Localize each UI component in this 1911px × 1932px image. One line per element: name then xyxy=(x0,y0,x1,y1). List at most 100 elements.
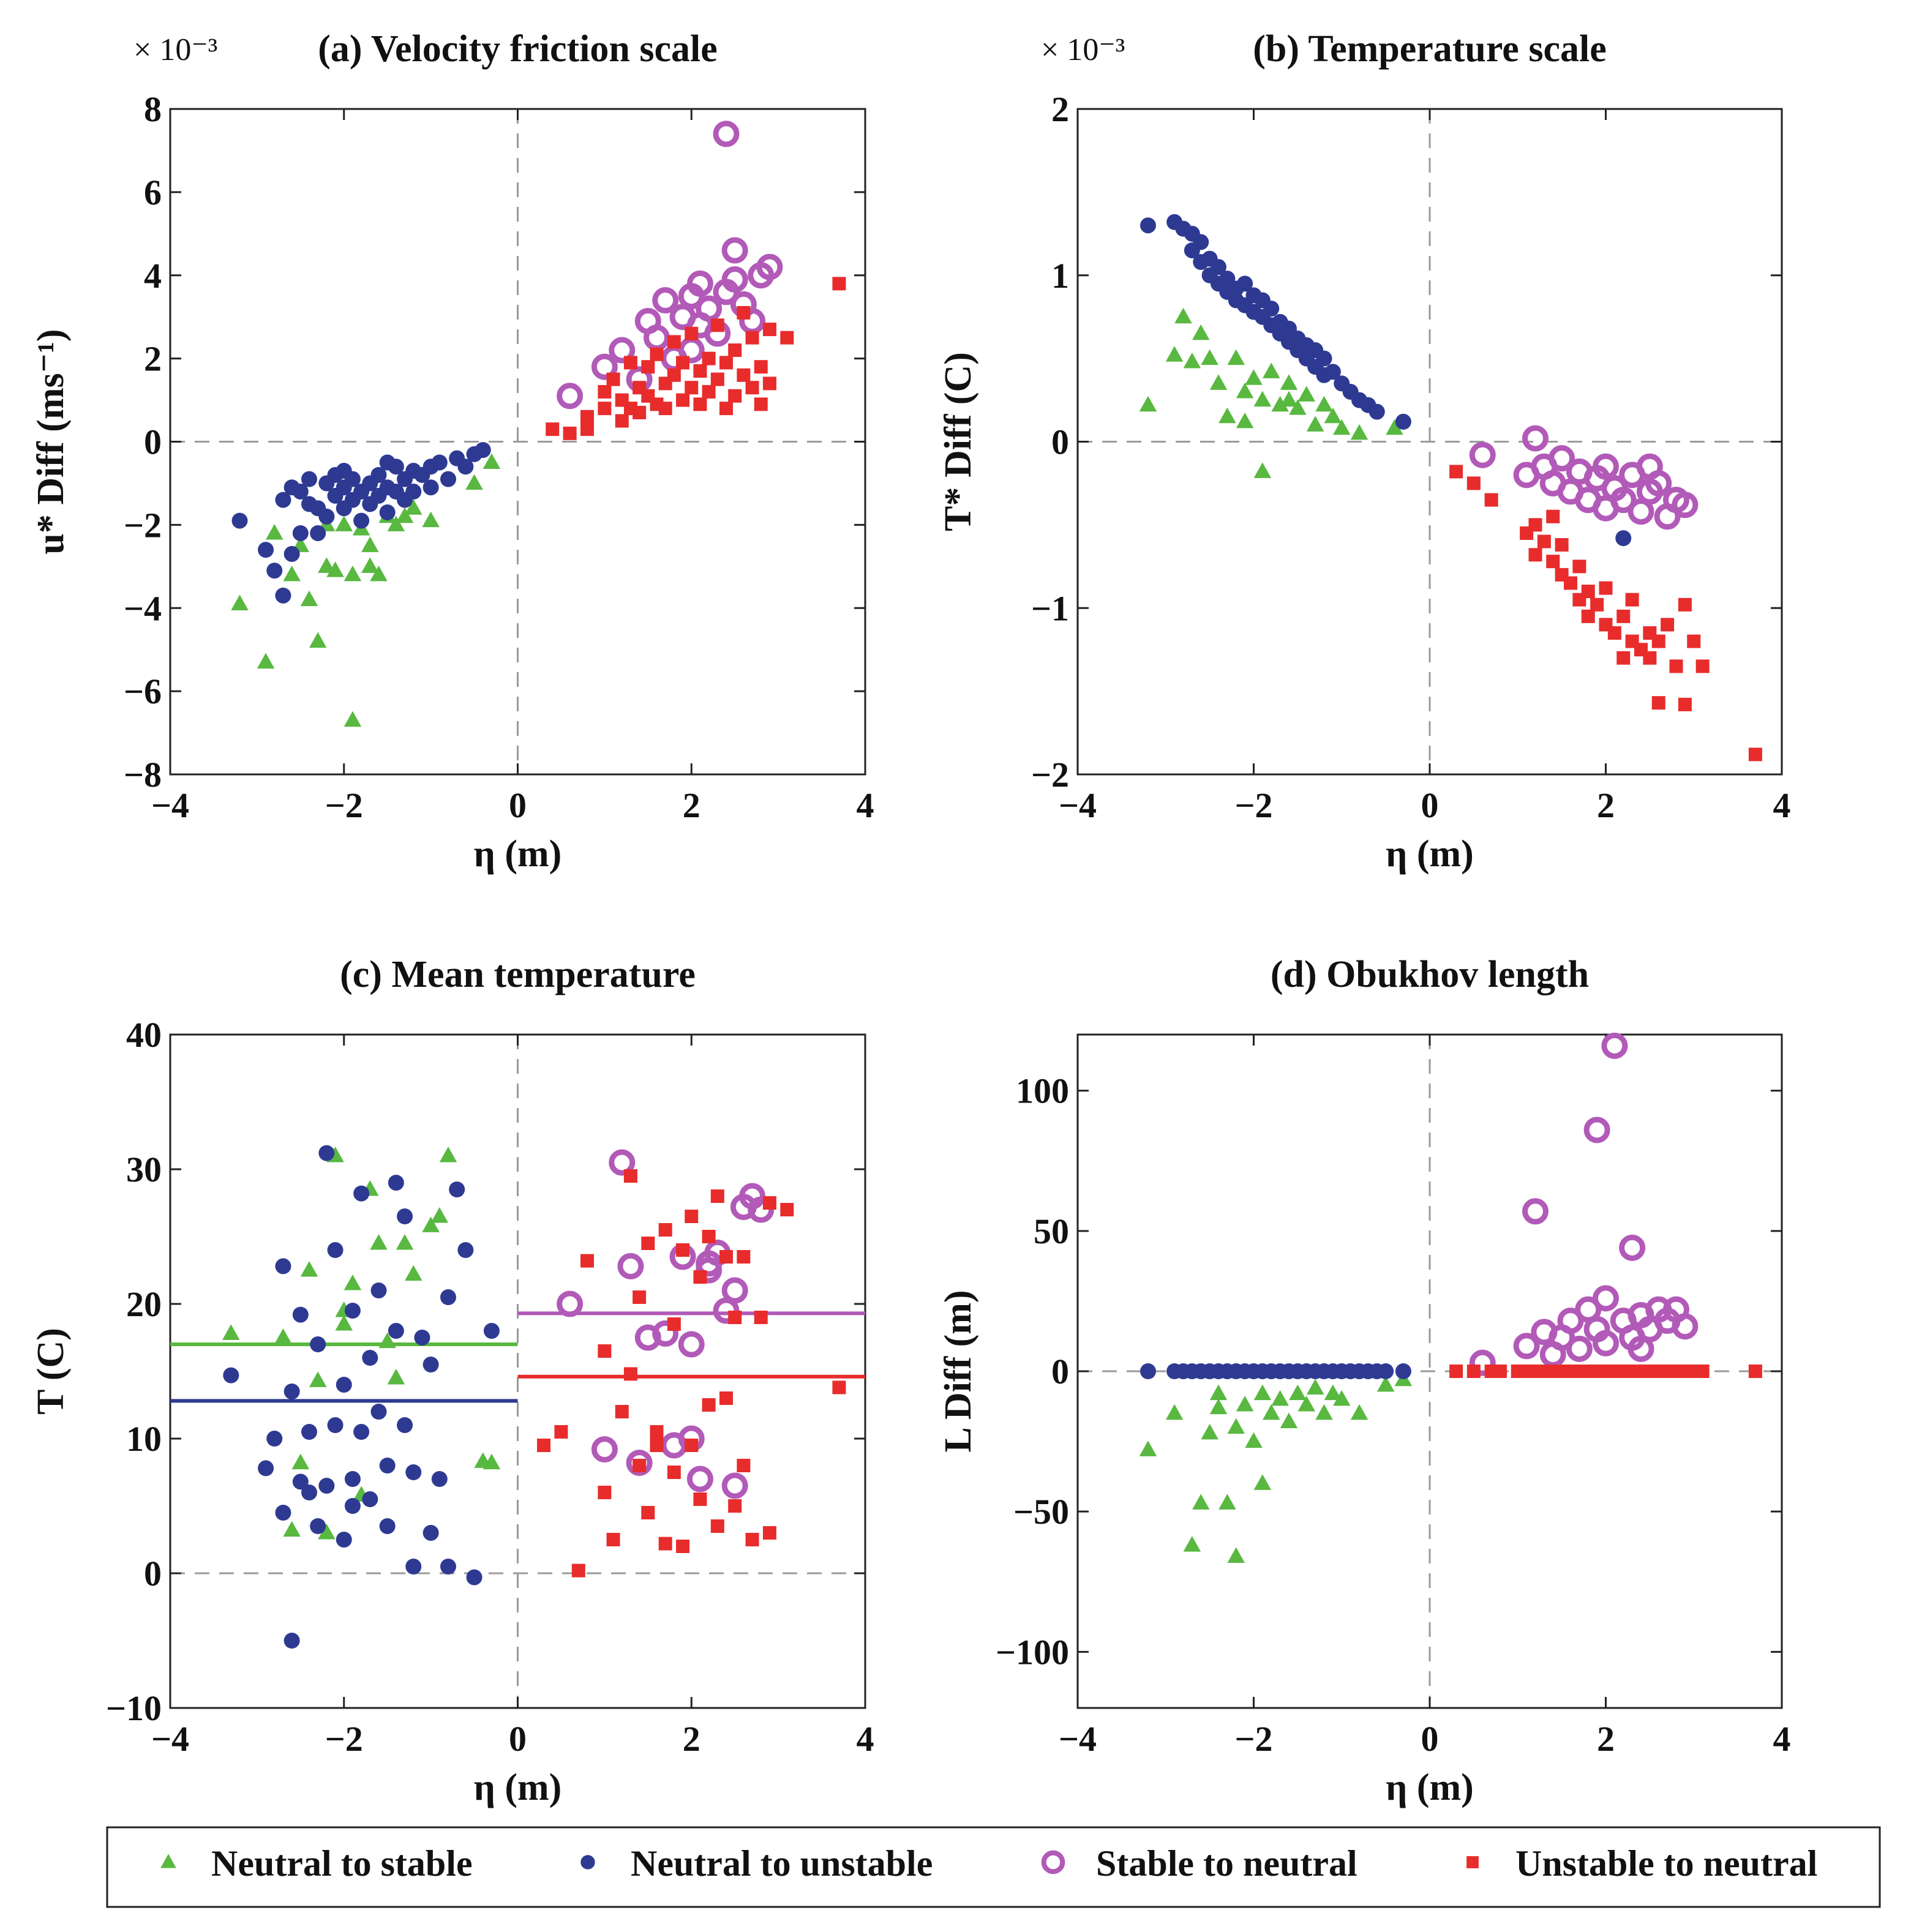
series-stable_to_neutral xyxy=(557,1149,775,1499)
data-point xyxy=(609,1149,636,1176)
y-tick-label: 4 xyxy=(144,256,162,296)
data-point xyxy=(745,331,759,345)
data-point xyxy=(685,326,699,340)
data-point xyxy=(275,492,291,508)
x-axis-label-c: η (m) xyxy=(474,1767,562,1808)
data-point xyxy=(1651,696,1665,710)
data-point xyxy=(405,1559,422,1574)
panel-title-d: (d) Obukhov length xyxy=(1271,954,1589,995)
panel-d: −4 −2 0 2 4 −100 −50 0 50 100 (d) Obukhov length η … xyxy=(937,954,1791,1808)
data-point xyxy=(275,1258,291,1275)
data-point xyxy=(719,1391,733,1405)
data-point xyxy=(537,1439,551,1452)
y-tick-label: 2 xyxy=(144,339,162,379)
data-point xyxy=(1678,597,1692,612)
data-point xyxy=(606,1533,620,1546)
data-point xyxy=(1253,391,1272,407)
data-point xyxy=(617,1252,644,1279)
data-point xyxy=(335,515,353,531)
data-point xyxy=(387,1369,405,1385)
data-point xyxy=(1672,1313,1699,1340)
x-tick-label: −4 xyxy=(151,785,189,825)
data-point xyxy=(721,1472,748,1499)
y-tick-label: 30 xyxy=(126,1150,162,1189)
data-point xyxy=(1297,1396,1315,1412)
panel-title-c: (c) Mean temperature xyxy=(340,954,696,995)
data-point xyxy=(728,343,742,358)
data-point xyxy=(667,335,681,349)
data-point xyxy=(1449,1365,1463,1378)
data-point xyxy=(710,1519,724,1533)
data-point xyxy=(283,1633,300,1649)
axis-multiplier-a: × 10⁻³ xyxy=(133,32,217,67)
data-point xyxy=(693,397,707,411)
data-point xyxy=(1493,1365,1507,1378)
x-axis-label-d: η (m) xyxy=(1386,1767,1474,1808)
data-point xyxy=(580,422,594,436)
data-point xyxy=(557,383,584,410)
data-point xyxy=(1306,1379,1324,1395)
data-point xyxy=(1263,301,1280,317)
data-point xyxy=(693,1492,707,1506)
data-point xyxy=(719,356,733,370)
data-point xyxy=(1280,374,1298,390)
data-point xyxy=(721,1277,748,1304)
data-point xyxy=(301,1485,317,1500)
y-tick-label: −100 xyxy=(996,1632,1069,1672)
legend-box xyxy=(106,1826,1881,1908)
data-point xyxy=(1687,634,1701,648)
data-point xyxy=(1466,476,1481,490)
data-point xyxy=(223,1367,239,1383)
data-point xyxy=(658,1223,672,1237)
data-point xyxy=(1316,350,1332,367)
data-point xyxy=(1253,1384,1272,1401)
y-tick-label: 20 xyxy=(126,1284,162,1324)
data-point xyxy=(754,1311,768,1324)
y-tick-label: 10 xyxy=(126,1419,162,1459)
data-point xyxy=(1227,1547,1245,1563)
x-tick-label: 2 xyxy=(1597,785,1615,825)
data-point xyxy=(1333,1390,1351,1406)
x-axis-label-b: η (m) xyxy=(1386,833,1474,875)
data-point xyxy=(1386,419,1403,435)
data-point xyxy=(353,1424,370,1440)
y-tick-label: −6 xyxy=(124,672,162,711)
series-neutral_to_unstable xyxy=(223,1145,500,1649)
data-point xyxy=(440,471,456,487)
x-tick-label: 2 xyxy=(683,785,700,825)
data-point xyxy=(1333,419,1351,435)
series-neutral_to_unstable xyxy=(231,442,491,604)
legend-item-neutral_to_stable: Neutral to stable xyxy=(160,1843,473,1884)
data-point xyxy=(652,1320,679,1347)
data-point xyxy=(1253,462,1272,478)
data-point xyxy=(283,565,301,582)
data-point xyxy=(685,381,699,395)
data-point xyxy=(1315,1404,1333,1420)
data-point xyxy=(292,525,309,541)
data-point xyxy=(1315,395,1333,412)
data-point xyxy=(710,1189,724,1203)
data-point xyxy=(482,453,501,469)
data-point xyxy=(405,1464,422,1480)
x-tick-label: −4 xyxy=(1059,785,1097,825)
data-point xyxy=(685,1439,699,1452)
data-point xyxy=(275,1505,291,1521)
data-point xyxy=(641,1237,655,1250)
data-point xyxy=(1218,1494,1236,1510)
series-neutral_to_unstable xyxy=(1140,1363,1411,1379)
data-point xyxy=(702,351,716,365)
data-point xyxy=(370,1234,388,1250)
data-point xyxy=(1368,403,1385,420)
data-point xyxy=(676,1540,690,1553)
x-tick-label: 0 xyxy=(1421,1719,1439,1759)
series-neutral_to_unstable xyxy=(1140,214,1632,547)
data-point xyxy=(667,1317,681,1331)
data-point xyxy=(1484,493,1498,507)
data-point xyxy=(266,523,283,540)
data-point xyxy=(686,270,713,297)
data-point xyxy=(702,1398,716,1412)
data-point xyxy=(1564,576,1577,590)
legend-marker xyxy=(1466,1856,1479,1868)
y-tick-label: −50 xyxy=(1013,1492,1069,1532)
